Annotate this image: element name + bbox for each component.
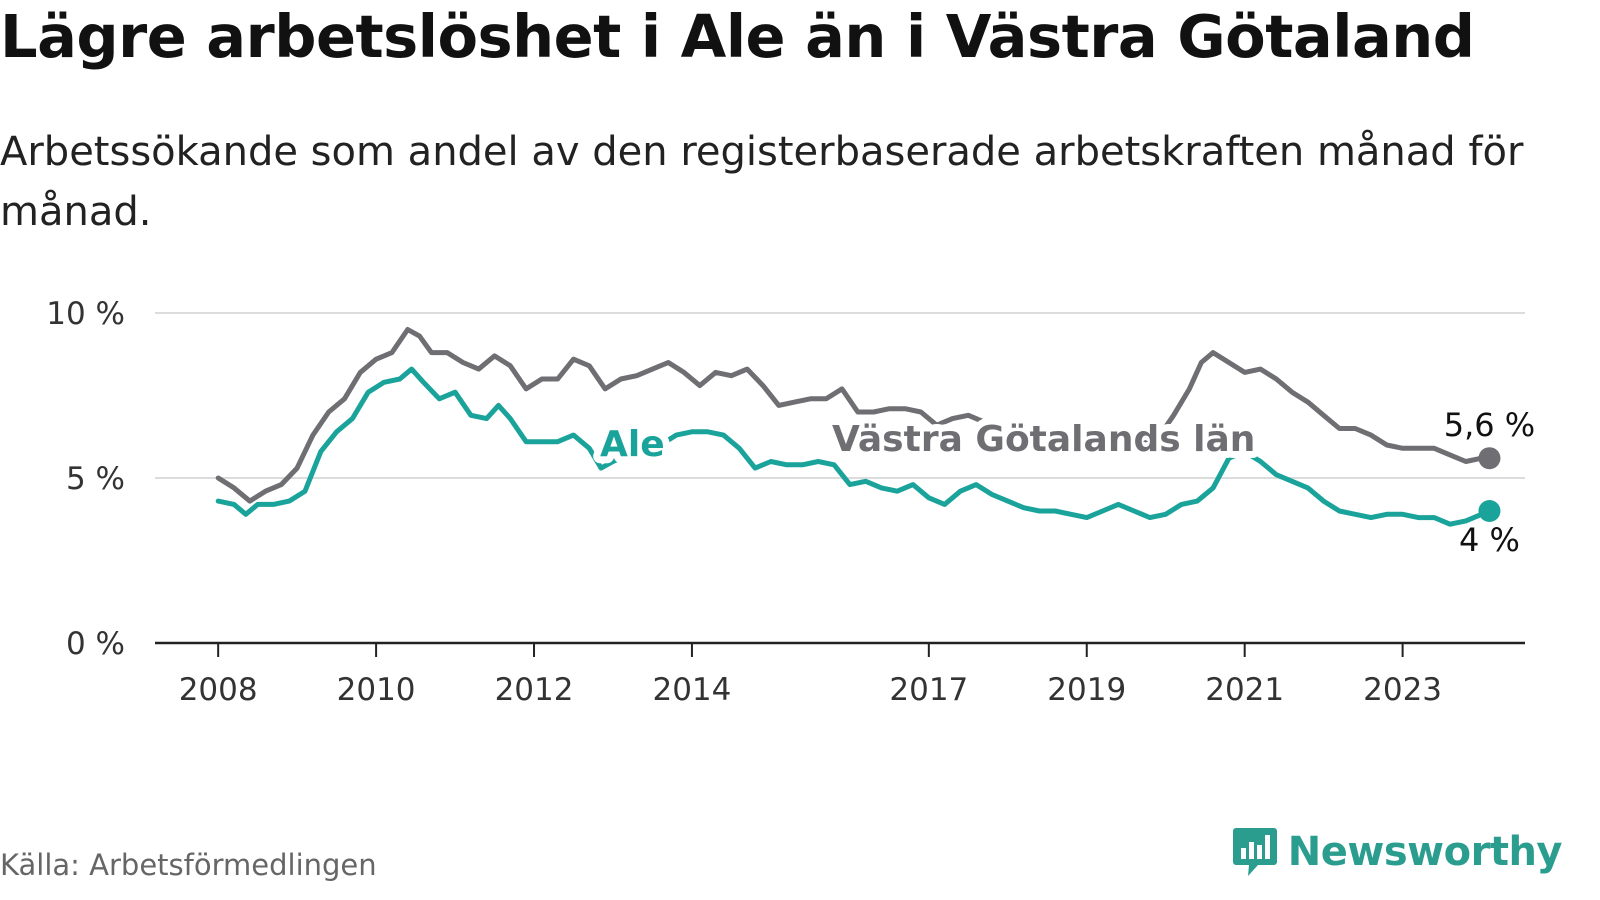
x-tick-label: 2014 — [652, 672, 731, 708]
axes: 0 % 5 % 10 % 2008 2010 2012 2014 2017 2019 2021 20… — [46, 296, 1525, 708]
end-marker-ale — [1478, 500, 1501, 522]
x-tick-label: 2008 — [179, 672, 258, 708]
x-tick-label: 2017 — [889, 672, 968, 708]
y-tick-label: 10 % — [46, 296, 125, 332]
x-tick-label: 2010 — [337, 672, 416, 708]
series-lines — [215, 327, 1501, 527]
series-line-vg — [215, 327, 1492, 504]
chart-subtitle: Arbetssökande som andel av den registerb… — [0, 129, 1524, 235]
series-line-ale — [215, 366, 1492, 527]
source-note: Källa: Arbetsförmedlingen — [0, 848, 377, 882]
series-label-ale: Ale — [600, 424, 665, 465]
end-value-vastra-gotaland: 5,6 % — [1444, 406, 1535, 444]
series-label-vastra-gotaland: Västra Götalands län — [832, 419, 1255, 460]
newsworthy-logo: Newsworthy — [1232, 826, 1563, 878]
end-marker-vg — [1478, 447, 1501, 470]
gridlines — [155, 312, 1525, 479]
x-tick-label: 2012 — [495, 672, 574, 708]
chart-title: Lägre arbetslöshet i Ale än i Västra Göt… — [0, 2, 1475, 71]
y-tick-label: 0 % — [66, 626, 125, 662]
x-tick-label: 2019 — [1047, 672, 1126, 708]
y-tick-label: 5 % — [66, 461, 125, 497]
x-tick-label: 2021 — [1205, 672, 1284, 708]
x-tick-label: 2023 — [1363, 672, 1442, 708]
newsworthy-chart-bubble-icon — [1232, 828, 1277, 876]
labels: Västra Götalands län Ale 5,6 % 4 % — [593, 406, 1535, 559]
newsworthy-wordmark: Newsworthy — [1287, 829, 1563, 875]
end-value-ale: 4 % — [1459, 521, 1520, 559]
